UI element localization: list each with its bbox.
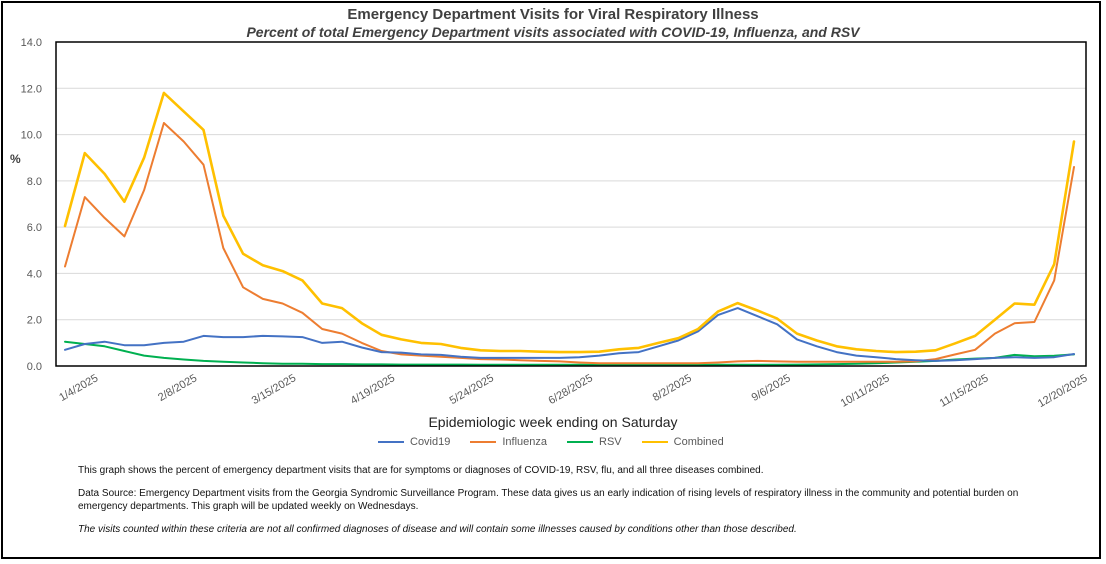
x-tick-label: 6/28/2025 [547,372,595,407]
x-tick-label: 3/15/2025 [250,372,298,407]
x-tick-label: 5/24/2025 [448,372,496,407]
x-tick-label: 1/4/2025 [57,372,100,404]
gridlines [56,41,1086,367]
y-tick-label: 10.0 [21,130,42,142]
notes-description: This graph shows the percent of emergenc… [78,465,764,476]
legend-label: Influenza [502,436,548,448]
y-axis-ticks: 0.0 2.0 4.0 6.0 8.0 10.0 12.0 14.0 [21,37,42,373]
legend-swatch [470,441,497,443]
legend-swatch [641,441,668,443]
chart-subtitle: Percent of total Emergency Department vi… [246,24,860,40]
y-tick-label: 6.0 [27,222,42,234]
line-chart: 0.0 2.0 4.0 6.0 8.0 10.0 12.0 14.0 1/4/2025 2/8/… [10,37,1090,410]
x-tick-label: 4/19/2025 [349,372,397,407]
x-axis-ticks: 1/4/2025 2/8/2025 3/15/2025 4/19/2025 5/24/2… [57,372,1089,410]
x-tick-label: 12/20/2025 [1036,372,1090,410]
plot-border [55,41,1087,367]
series-line-influenza [64,122,1075,365]
x-tick-label: 8/2/2025 [651,372,694,404]
legend-swatch [378,441,404,443]
x-axis-label: Epidemiologic week ending on Saturday [428,414,678,430]
legend-swatch [567,441,594,443]
chart-title: Emergency Department Visits for Viral Re… [347,6,759,23]
legend-item-combined: Combined [641,436,724,448]
y-axis-label: % [10,152,21,166]
notes-disclaimer: The visits counted within these criteria… [78,524,797,535]
x-tick-label: 11/15/2025 [938,372,991,410]
y-tick-label: 4.0 [27,268,42,280]
notes-source: Data Source: Emergency Department visits… [78,488,1019,512]
y-tick-label: 0.0 [27,361,42,373]
legend-label: Covid19 [410,436,451,448]
y-tick-label: 8.0 [27,176,42,188]
legend-item-influenza: Influenza [470,436,547,448]
x-tick-label: 10/11/2025 [839,372,892,410]
legend-label: Combined [673,436,724,448]
legend-item-rsv: RSV [567,436,622,448]
legend-item-covid19: Covid19 [378,436,450,448]
legend-label: RSV [599,436,622,448]
y-tick-label: 12.0 [21,83,42,95]
x-tick-label: 2/8/2025 [156,372,199,404]
series-line-combined [63,91,1076,354]
notes: This graph shows the percent of emergenc… [78,464,1038,546]
legend: Covid19 Influenza RSV Combined [378,436,724,448]
series-line-covid19 [64,307,1075,362]
y-tick-label: 2.0 [27,315,42,327]
series-lines [63,91,1076,366]
y-tick-label: 14.0 [21,37,42,49]
x-tick-label: 9/6/2025 [750,372,793,404]
